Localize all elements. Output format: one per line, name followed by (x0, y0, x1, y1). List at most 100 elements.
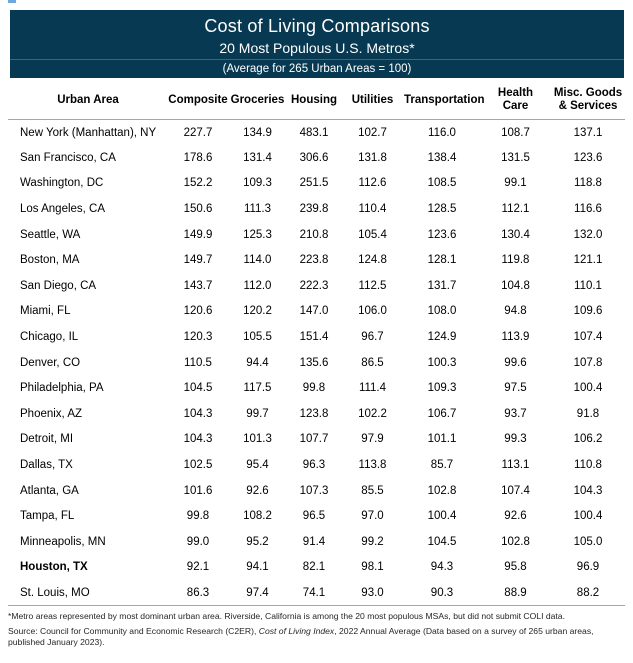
value-cell: 113.9 (501, 331, 530, 344)
value-cell: 131.4 (243, 151, 272, 164)
value-cell: 104.3 (183, 407, 213, 420)
table-row: San Diego, CA 143.7 112.0 222.3 112.5 13… (8, 273, 625, 299)
value-cell: 132.0 (573, 228, 603, 241)
value-cell: 94.4 (246, 356, 269, 369)
value-cell: 107.3 (299, 484, 329, 497)
value-cell: 105.4 (358, 228, 387, 241)
table-header-row: Urban Area Composite Groceries Housing U… (8, 78, 625, 120)
value-cell: 134.9 (243, 126, 272, 139)
value-cell: 102.7 (358, 126, 387, 139)
value-cell: 93.7 (504, 407, 527, 420)
column-header-housing: Housing (287, 78, 341, 120)
table-row: Miami, FL 120.6 120.2 147.0 106.0 108.0 … (8, 299, 625, 325)
table-row: Detroit, MI 104.3 101.3 107.7 97.9 101.1… (8, 427, 625, 453)
value-cell: 116.6 (574, 203, 602, 216)
value-cell: 108.2 (243, 510, 272, 523)
value-cell: 95.4 (246, 459, 269, 472)
value-cell: 112.1 (501, 203, 530, 216)
value-cell: 102.2 (358, 407, 387, 420)
table-row: Houston, TX 92.1 94.1 82.1 98.1 94.3 95.… (8, 555, 625, 581)
value-cell: 138.4 (427, 151, 457, 164)
value-cell: 99.1 (504, 177, 527, 190)
value-cell: 113.1 (501, 459, 530, 472)
value-cell: 105.5 (243, 331, 272, 344)
value-cell: 239.8 (299, 203, 329, 216)
value-cell: 251.5 (299, 177, 329, 190)
urban-area-cell: Boston, MA (20, 254, 80, 267)
value-cell: 110.4 (358, 203, 387, 216)
value-cell: 151.4 (299, 331, 329, 344)
value-cell: 99.7 (246, 407, 269, 420)
value-cell: 483.1 (299, 126, 329, 139)
value-cell: 102.5 (183, 459, 213, 472)
table-row: San Francisco, CA 178.6 131.4 306.6 131.… (8, 145, 625, 171)
table-subtitle: 20 Most Populous U.S. Metros* (219, 40, 415, 56)
table-row: Tampa, FL 99.8 108.2 96.5 97.0 100.4 92.… (8, 503, 625, 529)
value-cell: 107.4 (501, 484, 530, 497)
value-cell: 125.3 (243, 228, 272, 241)
value-cell: 85.7 (430, 459, 454, 472)
value-cell: 102.8 (501, 535, 530, 548)
value-cell: 99.8 (302, 382, 326, 395)
urban-area-cell: Dallas, TX (20, 459, 73, 472)
value-cell: 107.8 (573, 356, 603, 369)
value-cell: 109.3 (243, 177, 272, 190)
value-cell: 123.8 (299, 407, 329, 420)
value-cell: 108.5 (427, 177, 457, 190)
column-header-composite: Composite (168, 78, 228, 120)
value-cell: 120.2 (243, 305, 272, 318)
table-row: Washington, DC 152.2 109.3 251.5 112.6 1… (8, 171, 625, 197)
value-cell: 104.8 (501, 279, 530, 292)
value-cell: 99.0 (186, 535, 210, 548)
table-title: Cost of Living Comparisons (204, 16, 430, 36)
value-cell: 110.1 (574, 279, 602, 292)
value-cell: 100.4 (573, 382, 603, 395)
value-cell: 92.6 (504, 510, 527, 523)
source-publication-title: Cost of Living Index (258, 626, 335, 637)
value-cell: 102.8 (427, 484, 457, 497)
value-cell: 94.1 (246, 561, 269, 574)
table-header-banner: Cost of Living Comparisons 20 Most Popul… (10, 10, 624, 78)
value-cell: 131.5 (501, 151, 530, 164)
value-cell: 88.9 (504, 586, 527, 599)
value-cell: 85.5 (361, 484, 384, 497)
value-cell: 113.8 (358, 459, 387, 472)
value-cell: 223.8 (299, 254, 329, 267)
value-cell: 121.1 (573, 254, 603, 267)
value-cell: 100.4 (427, 510, 457, 523)
value-cell: 135.6 (299, 356, 329, 369)
screenshot-edge-artifact (8, 0, 16, 3)
value-cell: 95.2 (246, 535, 269, 548)
table-body: New York (Manhattan), NY 227.7 134.9 483… (8, 120, 625, 606)
table-row: Atlanta, GA 101.6 92.6 107.3 85.5 102.8 … (8, 478, 625, 504)
value-cell: 99.3 (504, 433, 527, 446)
value-cell: 96.3 (302, 459, 326, 472)
urban-area-cell: Denver, CO (20, 356, 81, 369)
value-cell: 100.4 (573, 510, 603, 523)
urban-area-cell: Tampa, FL (20, 510, 75, 523)
value-cell: 92.6 (246, 484, 269, 497)
value-cell: 118.8 (574, 177, 602, 190)
table-row: Seattle, WA 149.9 125.3 210.8 105.4 123.… (8, 222, 625, 248)
value-cell: 120.6 (183, 305, 213, 318)
value-cell: 93.0 (361, 586, 384, 599)
urban-area-cell: Philadelphia, PA (20, 382, 104, 395)
value-cell: 86.5 (361, 356, 384, 369)
table-row: St. Louis, MO 86.3 97.4 74.1 93.0 90.3 8… (8, 580, 625, 606)
value-cell: 123.6 (573, 151, 603, 164)
column-header-utilities: Utilities (341, 78, 404, 120)
value-cell: 100.3 (427, 356, 457, 369)
value-cell: 120.3 (183, 331, 213, 344)
value-cell: 97.4 (246, 586, 269, 599)
value-cell: 149.9 (183, 228, 213, 241)
urban-area-cell: Phoenix, AZ (20, 407, 83, 420)
value-cell: 96.9 (576, 561, 600, 574)
table-row: Chicago, IL 120.3 105.5 151.4 96.7 124.9… (8, 324, 625, 350)
urban-area-cell: New York (Manhattan), NY (20, 126, 157, 139)
urban-area-cell: San Francisco, CA (20, 151, 116, 164)
urban-area-cell: Chicago, IL (20, 331, 79, 344)
source-text-suffix: , 2022 Annual Average (Data based on a s… (8, 626, 594, 648)
value-cell: 94.8 (504, 305, 527, 318)
value-cell: 74.1 (302, 586, 326, 599)
value-cell: 91.8 (576, 407, 600, 420)
